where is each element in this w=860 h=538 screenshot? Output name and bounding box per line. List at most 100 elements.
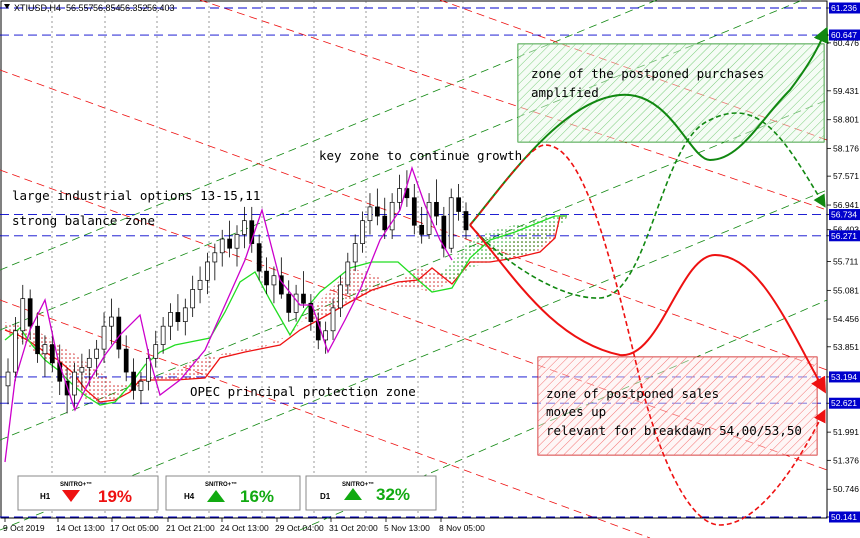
x-tick-label: 29 Oct 04:00 — [275, 523, 324, 533]
level-label-box — [829, 511, 860, 523]
x-tick-label: 24 Oct 13:00 — [220, 523, 269, 533]
industrial-options-text: large industrial options 13-15,11 — [12, 188, 260, 203]
candle — [42, 335, 48, 377]
candle — [109, 298, 114, 345]
level-label: 61.236 — [831, 3, 857, 13]
candle — [286, 280, 292, 322]
candle — [160, 317, 166, 354]
candle — [123, 335, 129, 382]
candle — [360, 211, 365, 253]
candle — [182, 298, 188, 336]
candle — [301, 271, 306, 308]
badge-h1-brand: SNITRO+™ — [60, 481, 92, 488]
badge-d1[interactable]: D1 SNITRO+™ 32% — [305, 475, 437, 511]
candle — [79, 353, 85, 391]
badge-h1-tf: H1 — [40, 492, 51, 501]
candle — [5, 358, 11, 405]
candle — [345, 252, 351, 295]
badge-h1[interactable]: H1 SNITRO+™ 19% — [17, 475, 159, 511]
down-arrow-icon — [62, 490, 80, 502]
candle — [35, 312, 40, 363]
up-arrow-icon — [344, 488, 362, 500]
candle — [138, 372, 144, 405]
badge-h4-value: 16% — [240, 487, 274, 506]
badge-h4-tf: H4 — [184, 492, 195, 501]
x-tick-label: 9 Oct 2019 — [3, 523, 45, 533]
level-label-box — [829, 397, 860, 409]
y-tick-label: 59.431 — [833, 86, 859, 96]
candle — [219, 229, 225, 267]
sales-zone-text-2: moves up — [546, 404, 606, 419]
candle — [131, 358, 136, 400]
candle — [234, 225, 240, 267]
up-arrow-icon — [207, 490, 225, 502]
candle — [375, 188, 380, 226]
level-labels: 61.236 60.647 56.734 56.271 53.194 52.621 50.1… — [829, 2, 860, 523]
opec-zone-text: OPEC principal protection zone — [190, 384, 416, 399]
quote-close: 56.403 — [147, 3, 175, 13]
price-axis: 61.236 60.64760.476 59.431 58.801 58.176 57.5… — [827, 3, 859, 522]
badge-h4[interactable]: H4 SNITRO+™ 16% — [165, 475, 301, 511]
candle — [463, 202, 469, 240]
badge-d1-tf: D1 — [320, 492, 331, 501]
signal-badges: H1 SNITRO+™ 19% H4 SNITRO+™ 16% D1 SNITR… — [17, 475, 437, 511]
candle — [308, 294, 314, 331]
candle — [448, 188, 454, 253]
symbol-header: XTIUSD,H4 56.557 56.854 56.352 56.403 — [4, 3, 175, 13]
candle — [389, 193, 395, 240]
candle — [116, 307, 122, 359]
candle — [249, 206, 255, 253]
badge-h1-value: 19% — [98, 487, 132, 506]
candle — [94, 339, 99, 377]
purchases-zone-text-1: zone of the postponed purchases — [531, 66, 764, 81]
candle — [293, 284, 299, 322]
y-tick-label: 56.941 — [833, 200, 859, 210]
badge-h4-brand: SNITRO+™ — [205, 481, 237, 488]
quote-high: 56.854 — [93, 3, 121, 13]
candle — [205, 252, 210, 295]
y-tick-label: 58.176 — [833, 143, 859, 153]
candle — [256, 234, 262, 281]
candle — [146, 349, 151, 391]
collapse-icon — [4, 4, 10, 9]
x-tick-label: 17 Oct 05:00 — [110, 523, 159, 533]
candle — [168, 303, 173, 340]
level-label: 52.621 — [831, 398, 857, 408]
badge-d1-brand: SNITRO+™ — [342, 481, 374, 488]
y-tick-label: 53.851 — [833, 342, 859, 352]
candle — [338, 275, 343, 318]
y-tick-label: 55.081 — [833, 285, 859, 295]
quote-open: 56.557 — [66, 3, 94, 13]
level-label: 56.734 — [831, 210, 857, 220]
candle — [419, 206, 425, 244]
y-tick-label: 51.991 — [833, 427, 859, 437]
candle — [242, 206, 247, 249]
sales-zone-text-1: zone of postponed sales — [546, 386, 719, 401]
candle — [190, 275, 196, 318]
candle — [153, 330, 159, 368]
symbol-name: XTIUSD,H4 — [14, 3, 61, 13]
candle — [86, 349, 92, 386]
candle — [367, 193, 373, 235]
candle — [72, 362, 77, 409]
level-label-box — [829, 2, 860, 14]
x-tick-label: 31 Oct 20:00 — [329, 523, 378, 533]
y-tick-label: 50.746 — [833, 484, 859, 494]
level-label-box — [829, 29, 860, 41]
candle — [101, 312, 107, 363]
level-label: 56.271 — [831, 231, 857, 241]
candle — [456, 183, 461, 221]
y-tick-label: 56.403 — [833, 225, 859, 235]
balance-zone-text: strong balance zone — [12, 213, 155, 228]
candle — [197, 266, 203, 304]
candle — [49, 330, 55, 373]
x-tick-label: 14 Oct 13:00 — [56, 523, 105, 533]
badge-d1-value: 32% — [376, 485, 410, 504]
candle — [175, 294, 181, 331]
candle — [330, 298, 336, 340]
y-tick-label: 58.801 — [833, 115, 859, 125]
candle — [434, 179, 439, 226]
x-tick-label: 5 Nov 13:00 — [384, 523, 430, 533]
